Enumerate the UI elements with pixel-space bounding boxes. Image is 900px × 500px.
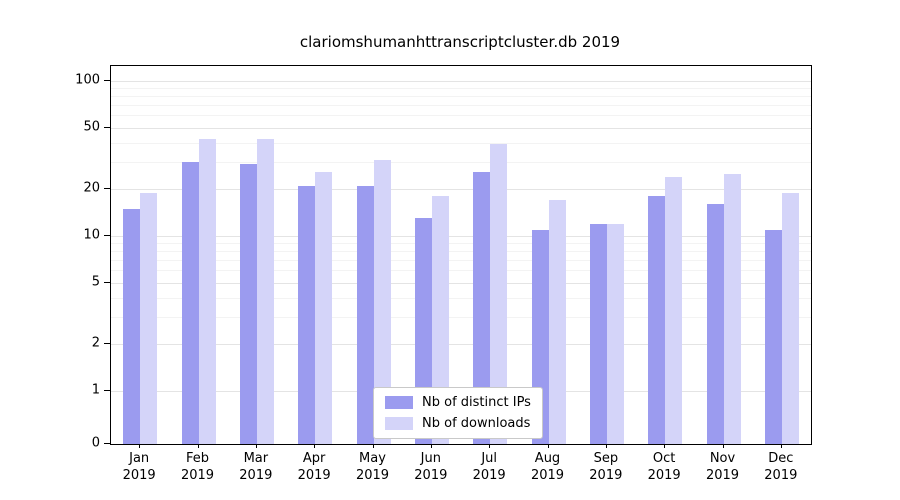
x-tick-mark	[255, 444, 257, 448]
x-tick-mark	[372, 444, 374, 448]
gridline	[111, 162, 811, 164]
gridline	[111, 127, 811, 129]
gridline	[111, 96, 811, 98]
x-tick-mark	[139, 444, 141, 448]
legend-item-downloads: Nb of downloads	[385, 416, 531, 431]
bar-downloads	[665, 177, 683, 444]
gridline	[111, 297, 811, 299]
bar-distinct-ips	[589, 223, 607, 444]
gridline	[111, 282, 811, 284]
x-tick-label: Sep 2019	[589, 451, 623, 483]
bar-downloads	[723, 174, 741, 444]
bar-distinct-ips	[298, 186, 316, 444]
x-tick-label: Jan 2019	[122, 451, 156, 483]
gridline	[111, 344, 811, 346]
gridline	[111, 317, 811, 319]
x-tick-label: May 2019	[355, 451, 390, 483]
y-tick-label: 0	[91, 435, 100, 451]
legend-item-distinct-ips: Nb of distinct IPs	[385, 395, 531, 410]
gridline	[111, 105, 811, 106]
bar-distinct-ips	[473, 171, 491, 444]
bar-downloads	[490, 144, 508, 444]
bar-downloads	[431, 196, 449, 444]
x-tick-mark	[430, 444, 432, 448]
gridline	[111, 236, 811, 237]
legend-label-distinct-ips: Nb of distinct IPs	[422, 395, 531, 410]
y-tick-mark	[104, 126, 110, 128]
x-tick-mark	[780, 444, 782, 448]
bar-downloads	[373, 159, 391, 444]
bar-distinct-ips	[123, 208, 141, 444]
x-tick-mark	[664, 444, 666, 448]
chart-title: clariomshumanhttranscriptcluster.db 2019	[299, 33, 621, 51]
x-tick-mark	[547, 444, 549, 448]
y-tick-mark	[104, 281, 110, 283]
bar-downloads	[315, 171, 333, 444]
bar-downloads	[548, 200, 566, 444]
x-tick-label: Oct 2019	[647, 451, 681, 483]
legend-label-downloads: Nb of downloads	[422, 416, 531, 431]
y-tick-mark	[104, 235, 110, 236]
y-tick-label: 20	[83, 180, 100, 196]
x-tick-mark	[722, 444, 724, 448]
x-tick-label: Jul 2019	[472, 451, 506, 483]
bar-downloads	[781, 192, 799, 444]
gridline	[111, 81, 811, 82]
x-tick-label: Nov 2019	[705, 451, 740, 483]
x-tick-mark	[197, 444, 199, 448]
bar-distinct-ips	[181, 162, 199, 444]
gridline	[111, 189, 811, 191]
legend-swatch-distinct-ips	[385, 396, 413, 409]
gridline	[111, 243, 811, 245]
x-tick-label: Apr 2019	[297, 451, 331, 483]
bar-downloads	[140, 192, 158, 444]
gridline	[111, 251, 811, 253]
y-tick-label: 10	[83, 227, 100, 243]
x-tick-label: Feb 2019	[180, 451, 215, 483]
legend: Nb of distinct IPs Nb of downloads	[373, 387, 543, 439]
y-tick-mark	[104, 343, 110, 345]
bar-distinct-ips	[356, 186, 374, 444]
legend-swatch-downloads	[385, 417, 413, 430]
y-tick-mark	[104, 443, 110, 444]
bar-downloads	[256, 139, 274, 444]
x-tick-mark	[605, 444, 607, 448]
bar-distinct-ips	[706, 204, 724, 444]
y-tick-label: 1	[91, 382, 100, 398]
y-tick-mark	[104, 188, 110, 190]
x-tick-mark	[314, 444, 316, 448]
gridline	[111, 260, 811, 261]
bar-downloads	[198, 139, 216, 444]
y-tick-label: 2	[91, 335, 100, 351]
bar-distinct-ips	[764, 229, 782, 444]
y-tick-mark	[104, 390, 110, 391]
gridline	[111, 115, 811, 117]
x-tick-mark	[489, 444, 491, 448]
bar-distinct-ips	[648, 196, 666, 444]
bar-downloads	[606, 223, 624, 444]
x-tick-label: Dec 2019	[764, 451, 798, 483]
gridline	[111, 142, 811, 144]
y-tick-label: 100	[75, 72, 100, 88]
x-tick-label: Mar 2019	[239, 451, 273, 483]
y-tick-label: 5	[91, 274, 100, 290]
x-tick-label: Jun 2019	[414, 451, 448, 483]
gridline	[111, 270, 811, 272]
y-tick-label: 50	[83, 119, 100, 135]
x-tick-label: Aug 2019	[530, 451, 565, 483]
gridline	[111, 88, 811, 90]
plot-area: Nb of distinct IPs Nb of downloads	[110, 65, 812, 445]
bar-distinct-ips	[239, 164, 257, 444]
y-tick-mark	[104, 80, 110, 81]
